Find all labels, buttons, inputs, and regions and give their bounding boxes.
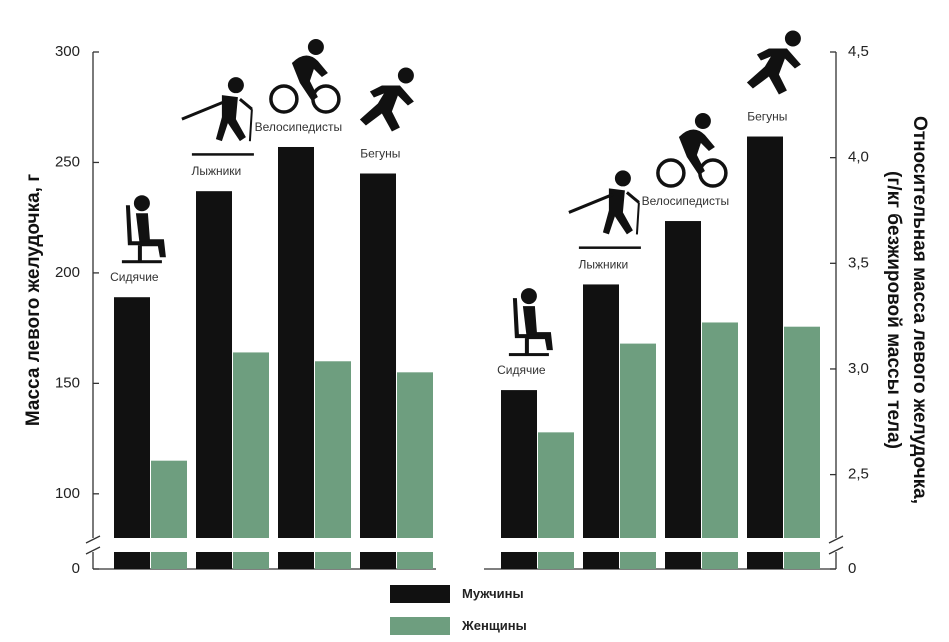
bar-stub-men: [114, 552, 150, 569]
left-y-axis-label: Масса левого желудочка, г: [23, 174, 44, 426]
bar-stub-women: [151, 552, 187, 569]
runner-icon: [746, 30, 801, 95]
bar-stub-women: [315, 552, 351, 569]
bar-men: [114, 297, 150, 538]
bar-women: [702, 322, 738, 538]
bar-women: [538, 432, 574, 538]
category-label: Сидячие: [110, 270, 159, 284]
left-chart: 100 150 200 250 300 0 Сидячие Лыжники Велосипеди…: [55, 38, 436, 577]
bar-women: [397, 372, 433, 538]
y-tick-label: 200: [55, 264, 80, 281]
bar-women: [233, 352, 269, 538]
legend: Мужчины Женщины: [390, 585, 527, 635]
category-label: Велосипедисты: [642, 194, 730, 208]
legend-swatch-women: [390, 617, 450, 635]
legend-label-women: Женщины: [461, 618, 527, 633]
category-label: Лыжники: [578, 257, 628, 271]
bar-men: [665, 221, 701, 539]
axis-break-marker: [85, 535, 101, 555]
legend-swatch-men: [390, 585, 450, 603]
sitting-person-icon: [508, 288, 553, 357]
bar-women: [784, 326, 820, 538]
bar-stub-men: [278, 552, 314, 569]
bar-stub-men: [747, 552, 783, 569]
bar-men: [501, 390, 537, 538]
legend-label-men: Мужчины: [462, 586, 524, 601]
y-tick-label: 2,5: [848, 466, 869, 483]
bar-women: [315, 361, 351, 538]
cyclist-icon: [656, 113, 728, 188]
right-y-axis-label-line2: (г/кг безжировой массы тела): [883, 171, 904, 449]
bar-stub-men: [665, 552, 701, 569]
category-label: Велосипедисты: [255, 120, 343, 134]
bar-men: [196, 191, 232, 538]
bar-stub-men: [501, 552, 537, 569]
category-label: Сидячие: [497, 363, 546, 377]
y-tick-label: 250: [55, 153, 80, 170]
category-label: Лыжники: [191, 164, 241, 178]
bar-stub-men: [196, 552, 232, 569]
category-label: Бегуны: [360, 147, 400, 161]
skier-icon: [181, 77, 254, 156]
y-tick-label: 4,5: [848, 43, 869, 60]
runner-icon: [359, 67, 414, 132]
bar-stub-women: [620, 552, 656, 569]
bar-women: [620, 343, 656, 538]
bar-stub-women: [233, 552, 269, 569]
bar-stub-men: [583, 552, 619, 569]
right-y-axis-label-line1: Относительная масса левого желудочка,: [909, 116, 930, 504]
cyclist-icon: [269, 38, 341, 114]
bar-men: [747, 136, 783, 539]
y-tick-label: 3,0: [848, 360, 869, 377]
y-tick-label: 3,5: [848, 254, 869, 271]
category-label: Бегуны: [747, 110, 787, 124]
y-tick-label-zero: 0: [848, 560, 856, 577]
sitting-person-icon: [121, 195, 166, 264]
y-tick-label: 300: [55, 43, 80, 60]
y-tick-label: 4,0: [848, 149, 869, 166]
bar-stub-women: [784, 552, 820, 569]
skier-icon: [568, 170, 641, 249]
bar-stub-women: [397, 552, 433, 569]
y-tick-label-zero: 0: [72, 560, 80, 577]
bar-men: [360, 173, 396, 538]
y-tick-label: 100: [55, 485, 80, 502]
bar-stub-women: [702, 552, 738, 569]
bar-stub-women: [538, 552, 574, 569]
bar-stub-men: [360, 552, 396, 569]
bar-men: [583, 284, 619, 538]
y-tick-label: 150: [55, 374, 80, 391]
bar-men: [278, 146, 314, 538]
bar-women: [151, 460, 187, 538]
right-chart: 2,5 3,0 3,5 4,0 4,5 0 Сидячие Лыжники Велосипеди…: [484, 30, 869, 577]
axis-break-marker: [828, 535, 844, 555]
